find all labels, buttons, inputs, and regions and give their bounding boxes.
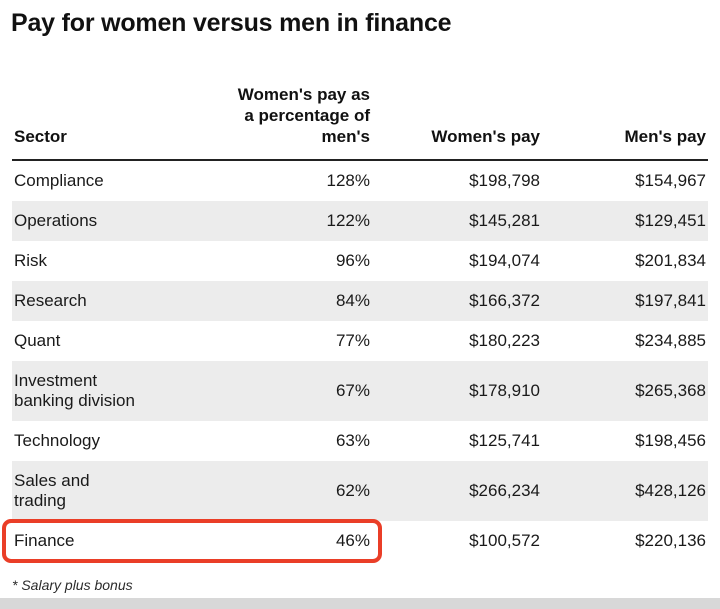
table-row: Compliance 128% $198,798 $154,967 (12, 160, 708, 201)
cell-womens-pay: $145,281 (372, 201, 542, 241)
table-row: Research 84% $166,372 $197,841 (12, 281, 708, 321)
header-row: Sector Women's pay as a percentage of me… (12, 38, 708, 161)
table-row: Sales and trading 62% $266,234 $428,126 (12, 461, 708, 521)
table-wrap: Sector Women's pay as a percentage of me… (0, 38, 720, 561)
cell-womens-pay: $180,223 (469, 331, 540, 350)
cell-pct-of-mens: 62% (142, 461, 372, 521)
cell-pct-of-mens: 128% (326, 171, 370, 190)
cell-womens-pay: $198,798 (469, 171, 540, 190)
cell-womens-pay: $266,234 (372, 461, 542, 521)
table-row: Risk 96% $194,074 $201,834 (12, 241, 708, 281)
cell-sector: Risk (14, 251, 48, 270)
cell-sector: Quant (14, 331, 61, 350)
cell-mens-pay: $234,885 (635, 331, 706, 350)
footnote: * Salary plus bonus (12, 577, 133, 593)
cell-sector: Sales and trading (12, 461, 142, 521)
header-pct-of-mens: Women's pay as a percentage of men's (142, 38, 372, 161)
cell-mens-pay: $220,136 (635, 531, 706, 550)
table-row: Technology 63% $125,741 $198,456 (12, 421, 708, 461)
page-title: Pay for women versus men in finance (11, 9, 452, 37)
cell-pct-of-mens: 63% (335, 431, 370, 450)
table-row: Operations 122% $145,281 $129,451 (12, 201, 708, 241)
cell-pct-of-mens: 67% (142, 361, 372, 421)
table-row: Investment banking division 67% $178,910 $2… (12, 361, 708, 421)
cell-sector: Compliance (14, 171, 104, 190)
cell-sector: Finance (14, 531, 75, 550)
cell-pct-of-mens: 96% (335, 251, 370, 270)
cell-sector: Technology (14, 431, 101, 450)
cell-womens-pay: $125,741 (469, 431, 540, 450)
cell-pct-of-mens: 84% (142, 281, 372, 321)
table-row: Finance 46% $100,572 $220,136 (12, 521, 708, 561)
cell-pct-of-mens: 122% (142, 201, 372, 241)
header-pct-of-mens-label: Women's pay as a percentage of men's (237, 85, 370, 146)
cell-womens-pay: $100,572 (469, 531, 540, 550)
cell-sector: Investment banking division (12, 361, 142, 421)
cell-mens-pay: $198,456 (635, 431, 706, 450)
cell-mens-pay: $197,841 (542, 281, 708, 321)
header-sector: Sector (12, 38, 142, 161)
cell-womens-pay: $194,074 (469, 251, 540, 270)
cell-sector: Research (12, 281, 142, 321)
cell-mens-pay: $428,126 (542, 461, 708, 521)
cell-sector: Operations (12, 201, 142, 241)
cell-pct-of-mens: 77% (335, 331, 370, 350)
cell-pct-of-mens: 46% (335, 531, 370, 550)
pay-table: Sector Women's pay as a percentage of me… (12, 38, 708, 561)
header-womens-pay: Women's pay (372, 38, 542, 161)
bottom-strip (0, 598, 720, 609)
table-body: Compliance 128% $198,798 $154,967 Operations… (12, 160, 708, 561)
table-row: Quant 77% $180,223 $234,885 (12, 321, 708, 361)
cell-womens-pay: $178,910 (372, 361, 542, 421)
cell-mens-pay: $154,967 (635, 171, 706, 190)
cell-mens-pay: $201,834 (635, 251, 706, 270)
cell-womens-pay: $166,372 (372, 281, 542, 321)
header-mens-pay: Men's pay (542, 38, 708, 161)
cell-mens-pay: $129,451 (542, 201, 708, 241)
cell-mens-pay: $265,368 (542, 361, 708, 421)
